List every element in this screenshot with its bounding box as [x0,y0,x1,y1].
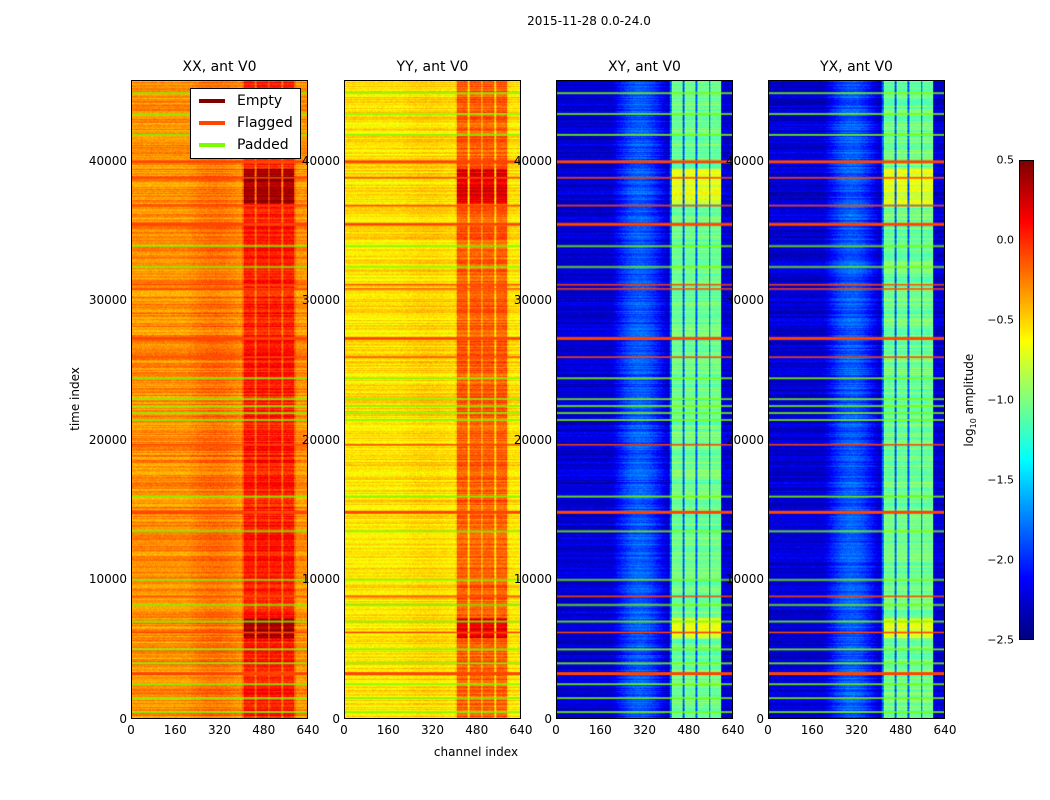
y-tick-label: 0 [119,712,127,726]
legend-entry: Flagged [199,113,293,133]
heatmap-image [769,81,944,718]
y-tick-label: 0 [332,712,340,726]
x-tick-label: 640 [721,723,745,737]
y-tick-label: 30000 [301,293,340,308]
legend-label: Empty [237,93,283,109]
colorbar-tick-label: −2.5 [987,633,1014,647]
x-tick-label: 480 [889,723,913,737]
colorbar [1019,160,1034,640]
legend-swatch [199,99,225,103]
colorbar-tick-label: 0.5 [996,153,1015,167]
colorbar-tick-label: −1.0 [987,393,1014,407]
y-tick-label: 40000 [88,153,127,168]
x-tick-label: 640 [296,723,320,737]
panel-title: YX, ant V0 [820,59,893,75]
legend-entry: Empty [199,91,282,111]
heatmap-image [132,81,307,718]
legend: Empty Flagged Padded [190,88,301,159]
x-tick-label: 320 [633,723,656,737]
y-tick-label: 20000 [88,432,127,447]
y-tick-label: 20000 [725,432,764,447]
y-tick-label: 10000 [301,572,340,587]
x-tick-label: 160 [588,723,612,737]
x-tick-label: 480 [465,723,489,737]
x-tick-label: 640 [933,723,957,737]
x-tick-label: 480 [677,723,701,737]
x-tick-label: 320 [845,723,868,737]
panel-title: YY, ant V0 [396,59,469,75]
x-tick-label: 480 [252,723,276,737]
heatmap-panel-1: YY, ant V0 [344,59,521,719]
x-tick-label: 320 [208,723,231,737]
y-tick-label: 40000 [301,153,340,168]
heatmap-image [345,81,520,718]
colorbar-tick-label: 0.0 [996,233,1015,247]
legend-swatch [199,143,225,147]
heatmap-panel-0: XX, ant V0 Empty Flagged Padded [131,59,308,719]
panel-title: XY, ant V0 [608,59,681,75]
y-tick-label: 30000 [88,293,127,308]
heatmap-panel-3: YX, ant V0 [768,59,945,719]
y-tick-label: 30000 [513,293,552,308]
y-tick-label: 0 [544,712,552,726]
legend-entry: Padded [199,135,289,155]
colorbar-tick-label: −2.0 [987,553,1014,567]
y-tick-label: 20000 [513,432,552,447]
colorbar-tick-label: −0.5 [987,313,1014,327]
colorbar-tick-label: −1.5 [987,473,1014,487]
x-tick-label: 0 [127,723,135,737]
legend-label: Flagged [237,115,293,131]
figure-title: 2015-11-28 0.0-24.0 [527,14,651,28]
y-axis-label: time index [68,367,82,431]
y-tick-label: 10000 [88,572,127,587]
x-tick-label: 640 [509,723,533,737]
y-tick-label: 20000 [301,432,340,447]
y-tick-label: 40000 [513,153,552,168]
heatmap-image [557,81,732,718]
y-tick-label: 30000 [725,293,764,308]
y-tick-label: 10000 [513,572,552,587]
x-tick-label: 160 [163,723,187,737]
x-tick-label: 160 [376,723,400,737]
heatmap-panel-2: XY, ant V0 [556,59,733,719]
colorbar-label: log10 amplitude [961,353,979,447]
y-tick-label: 10000 [725,572,764,587]
y-tick-label: 0 [756,712,764,726]
panel-title: XX, ant V0 [182,59,257,75]
x-tick-label: 160 [800,723,824,737]
x-tick-label: 0 [764,723,772,737]
y-tick-label: 40000 [725,153,764,168]
x-tick-label: 0 [552,723,560,737]
x-tick-label: 0 [340,723,348,737]
x-axis-label: channel index [433,745,519,759]
x-tick-label: 320 [421,723,444,737]
legend-swatch [199,121,225,125]
legend-label: Padded [237,137,289,153]
